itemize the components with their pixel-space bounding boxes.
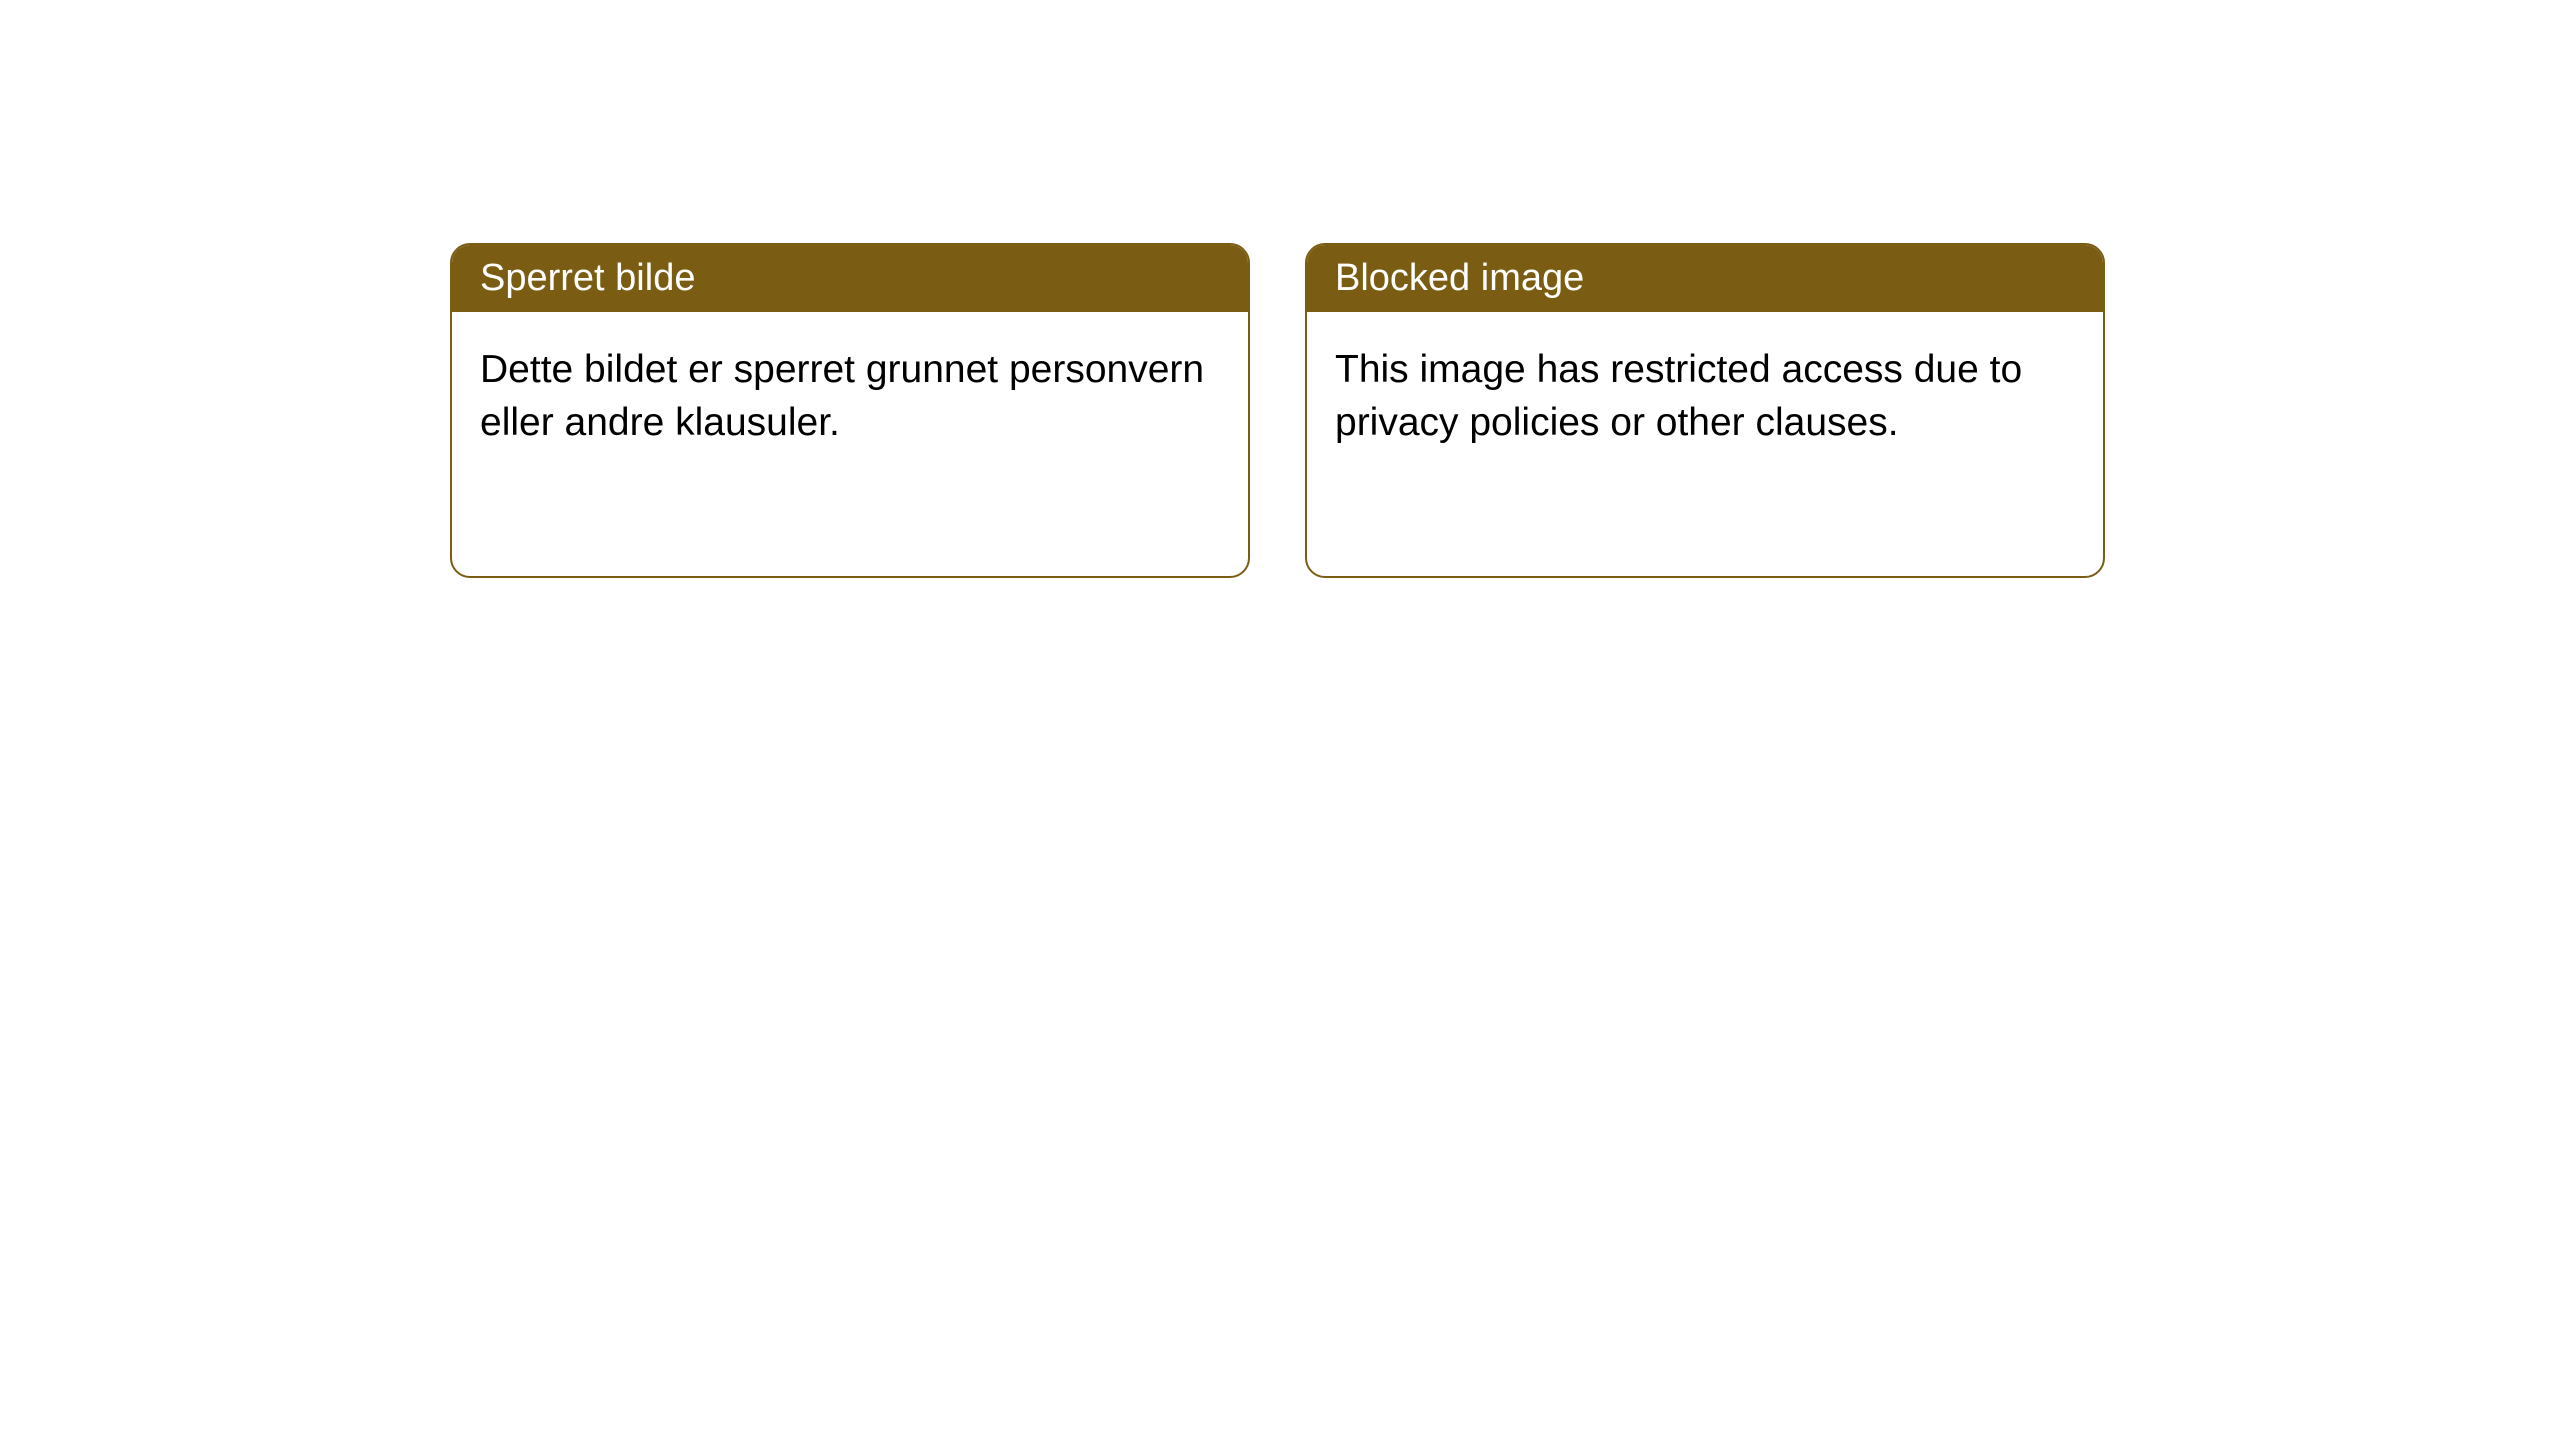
blocked-image-card-en: Blocked image This image has restricted … [1305,243,2105,578]
card-header-en: Blocked image [1307,245,2103,312]
card-body-en: This image has restricted access due to … [1307,312,2103,481]
blocked-image-cards: Sperret bilde Dette bildet er sperret gr… [450,243,2105,578]
card-header-no: Sperret bilde [452,245,1248,312]
blocked-image-card-no: Sperret bilde Dette bildet er sperret gr… [450,243,1250,578]
card-body-no: Dette bildet er sperret grunnet personve… [452,312,1248,481]
